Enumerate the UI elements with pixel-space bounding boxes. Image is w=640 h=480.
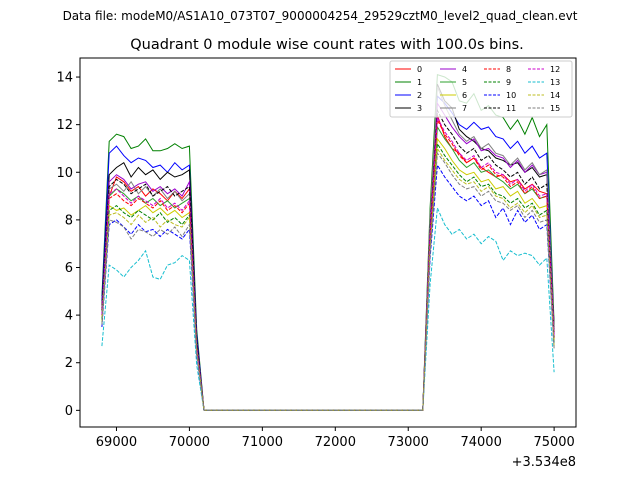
axes-frame	[79, 57, 577, 428]
legend-label-9: 9	[506, 78, 511, 87]
x-tick-label: 74000	[460, 435, 501, 450]
y-tick-label: 12	[56, 118, 73, 133]
legend-label-10: 10	[506, 91, 516, 100]
legend-box	[389, 60, 573, 118]
y-tick-label: 10	[56, 166, 73, 181]
figure-suptitle: Data file: modeM0/AS1A10_073T07_90000042…	[63, 9, 578, 23]
legend-label-11: 11	[506, 104, 516, 113]
x-tick-label: 70000	[169, 435, 210, 450]
x-tick-label: 71000	[242, 435, 283, 450]
y-tick-label: 8	[65, 213, 73, 228]
legend-label-6: 6	[462, 91, 467, 100]
legend-label-14: 14	[550, 91, 560, 100]
x-tick-label: 72000	[315, 435, 356, 450]
y-tick-label: 6	[65, 261, 73, 276]
legend-label-12: 12	[550, 65, 560, 74]
series-line-12	[101, 115, 555, 411]
legend-label-5: 5	[462, 78, 467, 87]
x-tick-label: 75000	[533, 435, 574, 450]
legend-label-15: 15	[550, 104, 560, 113]
series-line-13	[101, 206, 555, 411]
series-line-14	[101, 146, 555, 411]
legend-label-1: 1	[417, 78, 422, 87]
legend-label-8: 8	[506, 65, 511, 74]
y-tick-label: 0	[65, 404, 73, 419]
y-tick-label: 2	[65, 356, 73, 371]
series-line-15	[101, 151, 555, 411]
y-axis: 0 2 4 6 8 10 12 14	[56, 71, 80, 419]
chart-title: Quadrant 0 module wise count rates with …	[130, 37, 524, 53]
legend-label-13: 13	[550, 78, 560, 87]
x-tick-label: 73000	[388, 435, 429, 450]
legend-label-7: 7	[462, 104, 467, 113]
legend-label-2: 2	[417, 91, 422, 100]
x-axis: 69000 70000 71000 72000 73000 74000 75000	[96, 427, 575, 450]
plot-lines	[101, 74, 555, 411]
x-axis-offset-label: +3.534e8	[512, 455, 576, 470]
legend-label-0: 0	[417, 65, 422, 74]
legend-label-3: 3	[417, 104, 422, 113]
x-tick-label: 69000	[96, 435, 137, 450]
y-tick-label: 14	[56, 71, 73, 86]
y-tick-label: 4	[65, 309, 73, 324]
legend-label-4: 4	[462, 65, 467, 74]
